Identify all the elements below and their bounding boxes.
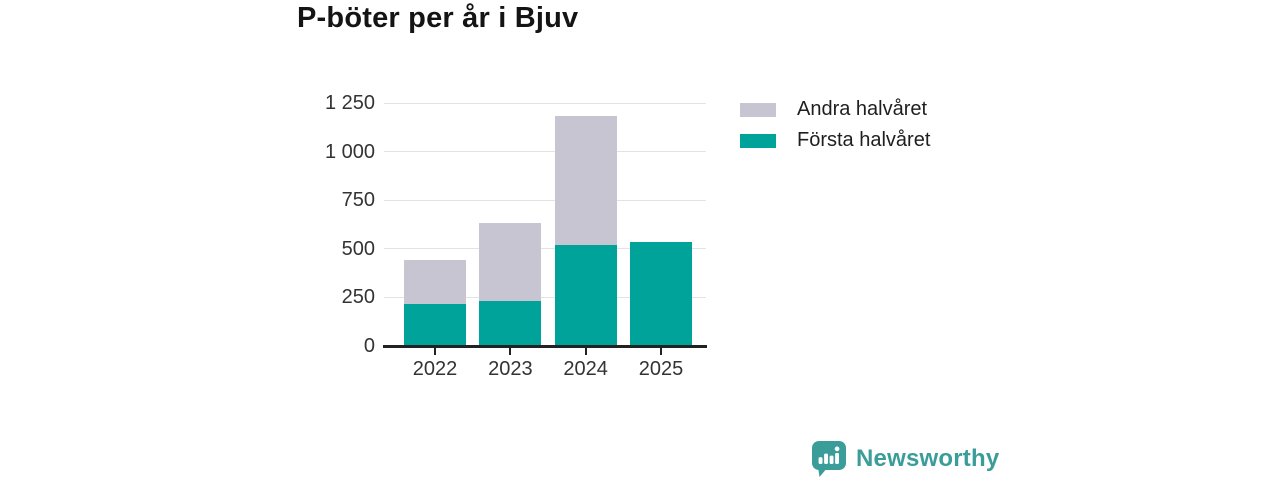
x-tick-label: 2023 xyxy=(488,358,533,380)
newsworthy-bubble-chart-icon xyxy=(811,440,848,478)
gridline xyxy=(384,102,706,104)
x-axis-tick xyxy=(584,347,587,355)
y-tick-label: 500 xyxy=(341,237,375,260)
bar-segment-f-rsta-halv-ret xyxy=(479,301,542,346)
bar-segment-andra-halv-ret xyxy=(554,115,617,245)
legend-item: Första halvåret xyxy=(740,129,931,151)
bar-segment-andra-halv-ret xyxy=(479,222,542,302)
brand-logo-text: Newsworthy xyxy=(856,445,1000,472)
bar-segment-f-rsta-halv-ret xyxy=(404,304,466,346)
bar-segment-f-rsta-halv-ret xyxy=(554,244,617,346)
brand-logo: Newsworthy xyxy=(811,440,999,478)
x-axis-tick xyxy=(659,347,662,355)
y-tick-label: 750 xyxy=(341,189,375,212)
x-tick-label: 2025 xyxy=(638,358,684,380)
gridline xyxy=(384,296,706,298)
legend-label: Första halvåret xyxy=(797,129,931,151)
gridline xyxy=(384,199,706,201)
x-tick-label: 2024 xyxy=(563,358,608,380)
legend-swatch xyxy=(740,133,776,148)
bar-segment-andra-halv-ret xyxy=(404,260,466,305)
x-axis-line xyxy=(383,345,707,348)
chart-title: P-böter per år i Bjuv xyxy=(297,2,579,34)
x-tick-label: 2022 xyxy=(412,358,458,380)
bar-segment-f-rsta-halv-ret xyxy=(629,241,692,346)
y-tick-label: 0 xyxy=(363,335,375,357)
y-tick-label: 250 xyxy=(341,286,375,309)
legend-label: Andra halvåret xyxy=(797,98,928,120)
legend-swatch xyxy=(740,102,776,117)
gridline xyxy=(384,151,706,153)
gridline xyxy=(384,248,706,250)
x-axis-tick xyxy=(434,347,436,355)
y-tick-label: 1 000 xyxy=(324,140,375,163)
legend: Andra halvåret Första halvåret xyxy=(740,98,931,161)
x-axis-tick xyxy=(509,347,512,355)
y-tick-label: 1 250 xyxy=(324,92,375,114)
legend-item: Andra halvåret xyxy=(740,98,930,120)
